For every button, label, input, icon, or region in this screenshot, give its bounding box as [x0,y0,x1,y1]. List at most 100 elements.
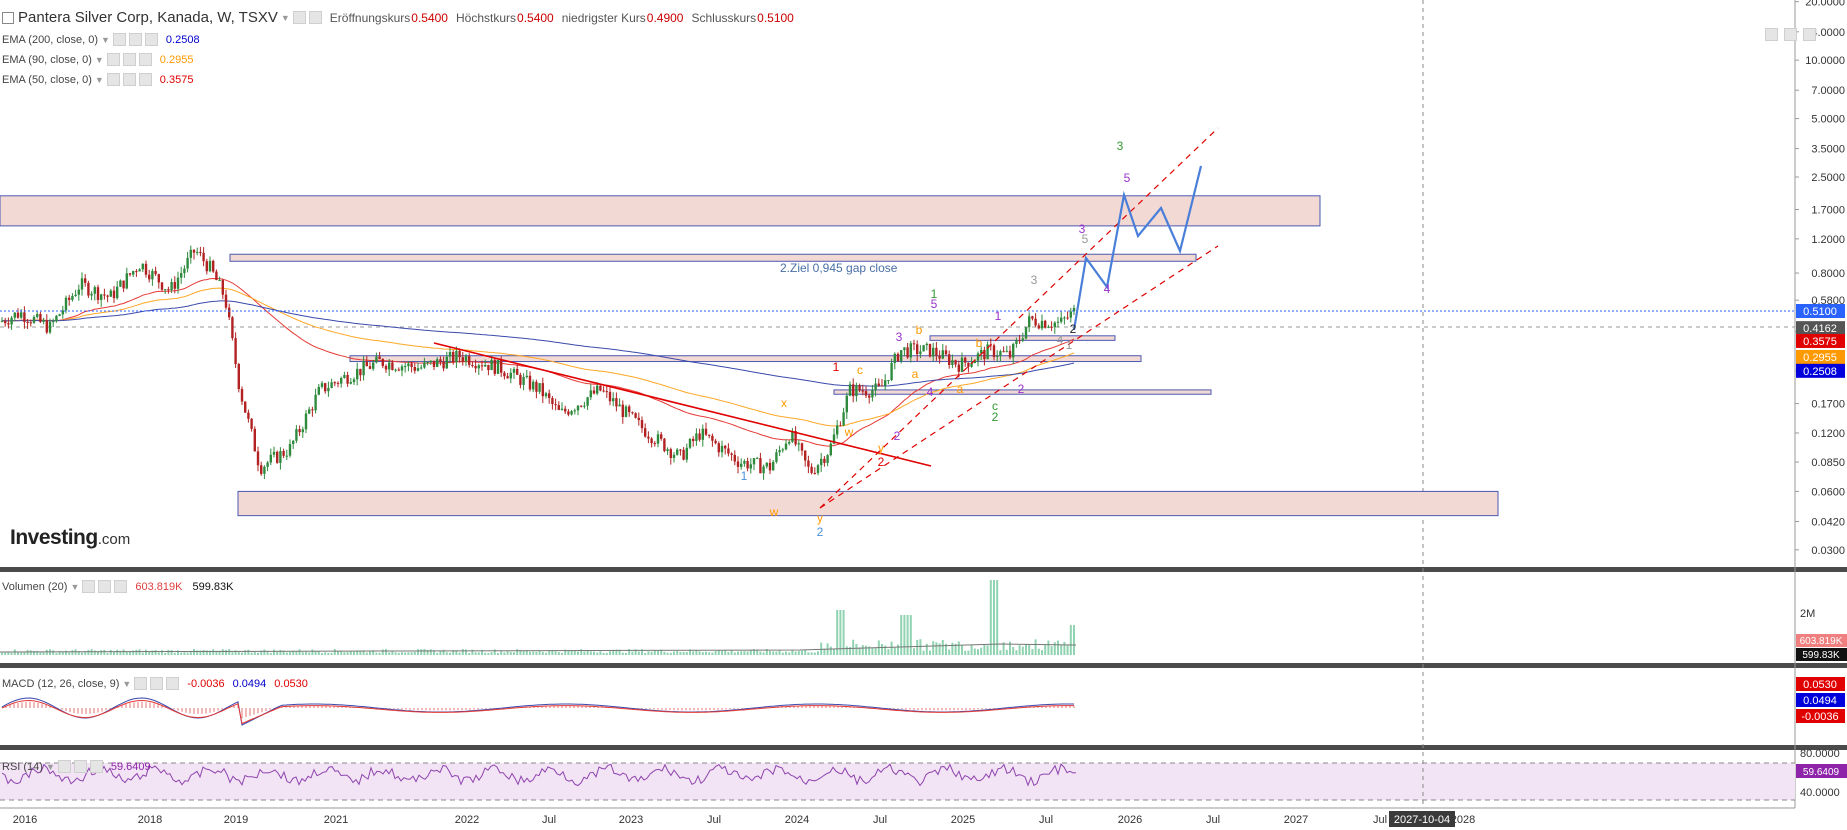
macd-legend[interactable]: MACD (12, 26, close, 9) ▼ -0.0036 0.0494… [2,677,308,690]
chevron-down-icon[interactable]: ▼ [280,12,290,23]
study-ema200[interactable]: EMA (200, close, 0) ▼ 0.2508 [2,33,200,46]
candle-body [84,278,87,283]
x-tick-label: Jul [1039,814,1053,826]
volume-bar [842,610,845,655]
study-ema50[interactable]: EMA (50, close, 0) ▼ 0.3575 [2,73,193,86]
wave-label: 5 [1082,232,1089,246]
hide-icon[interactable] [122,73,136,86]
pane-separator[interactable] [0,745,1847,750]
candle-body [109,290,112,297]
settings-icon[interactable] [112,33,126,46]
hide-icon[interactable] [122,53,136,66]
volume-bar [87,649,90,655]
candle-body [612,398,615,402]
wave-label: 2 [1018,382,1025,396]
close-icon[interactable] [138,53,152,66]
pane-controls[interactable] [1762,28,1816,41]
candle-body [301,429,304,433]
settings-icon[interactable] [82,580,96,593]
close-icon[interactable] [144,33,158,46]
chevron-down-icon[interactable]: ▼ [101,34,110,45]
candle-body [797,443,800,445]
chevron-down-icon[interactable]: ▼ [45,761,55,772]
candle-body [570,411,573,415]
candle-body [583,405,586,407]
hide-icon[interactable] [73,760,87,773]
close-icon[interactable] [166,677,180,690]
candle-body [599,385,602,391]
candle-body [20,312,23,318]
volume-bar [1037,648,1040,655]
candle-body [384,365,388,370]
candle-body [999,351,1002,356]
restore-icon[interactable] [1784,28,1797,41]
settings-icon[interactable] [106,73,120,86]
volume-bar [791,650,794,655]
channel-lower-line[interactable] [819,245,1219,509]
candle-body [791,431,794,442]
maximize-icon[interactable] [1765,28,1778,41]
volume-bar [525,650,528,655]
chevron-down-icon[interactable]: ▼ [94,54,104,65]
candle-body [87,282,90,296]
hide-icon[interactable] [150,677,164,690]
candle-body [1005,350,1008,352]
hide-icon[interactable] [308,11,322,24]
volume-bar [922,650,925,655]
volume-bar [167,649,170,655]
volume-bar [538,651,541,655]
volume-bar [737,651,739,655]
downtrend-line[interactable] [433,342,932,467]
price-flag [1796,333,1845,348]
volume-bar [154,650,157,655]
volume-bar [849,647,851,655]
candle-body [720,445,724,453]
volume-bar [122,649,125,655]
volume-bar [436,652,439,655]
close-icon[interactable] [114,580,128,593]
y-tick-label: 5.0000 [1811,114,1845,126]
candle-body [487,364,490,371]
volume-bar [241,652,243,655]
volume-bar [231,652,234,655]
price-pane[interactable] [0,0,1795,567]
settings-icon[interactable] [292,11,306,24]
rsi-legend[interactable]: RSI (14) ▼ 59.6409 [2,760,151,773]
candle-body [672,454,676,458]
settings-icon[interactable] [57,760,71,773]
hide-icon[interactable] [128,33,142,46]
candle-body [708,434,711,436]
candle-body [260,465,263,474]
candle-body [327,387,330,392]
volume-legend[interactable]: Volumen (20) ▼ 603.819K 599.83K [2,580,233,593]
volume-bar [996,580,999,655]
chevron-down-icon[interactable]: ▼ [70,581,80,592]
settings-icon[interactable] [106,53,120,66]
volume-bar [1073,625,1075,655]
volume-bar [465,649,467,655]
hide-icon[interactable] [98,580,112,593]
collapse-icon[interactable] [2,11,14,24]
close-icon[interactable] [138,73,152,86]
pane-separator[interactable] [0,663,1847,668]
volume-bar [724,650,727,655]
settings-icon[interactable] [134,677,148,690]
candle-body [544,393,548,397]
volume-bar [381,649,384,655]
close-icon[interactable] [89,760,103,773]
channel-upper-line[interactable] [819,127,1219,509]
wave-label: 1 [1066,338,1073,352]
pane-separator[interactable] [0,567,1847,572]
candle-body [148,274,151,280]
candle-body [890,362,893,380]
candle-body [1060,317,1063,322]
study-ema90[interactable]: EMA (90, close, 0) ▼ 0.2955 [2,53,193,66]
projection-path[interactable] [1072,165,1203,331]
chevron-down-icon[interactable]: ▼ [122,678,132,689]
close-icon[interactable] [1803,28,1816,41]
volume-bar [932,641,935,655]
candle-body [317,386,320,395]
chevron-down-icon[interactable]: ▼ [94,74,104,85]
volume-bar [1009,641,1011,655]
